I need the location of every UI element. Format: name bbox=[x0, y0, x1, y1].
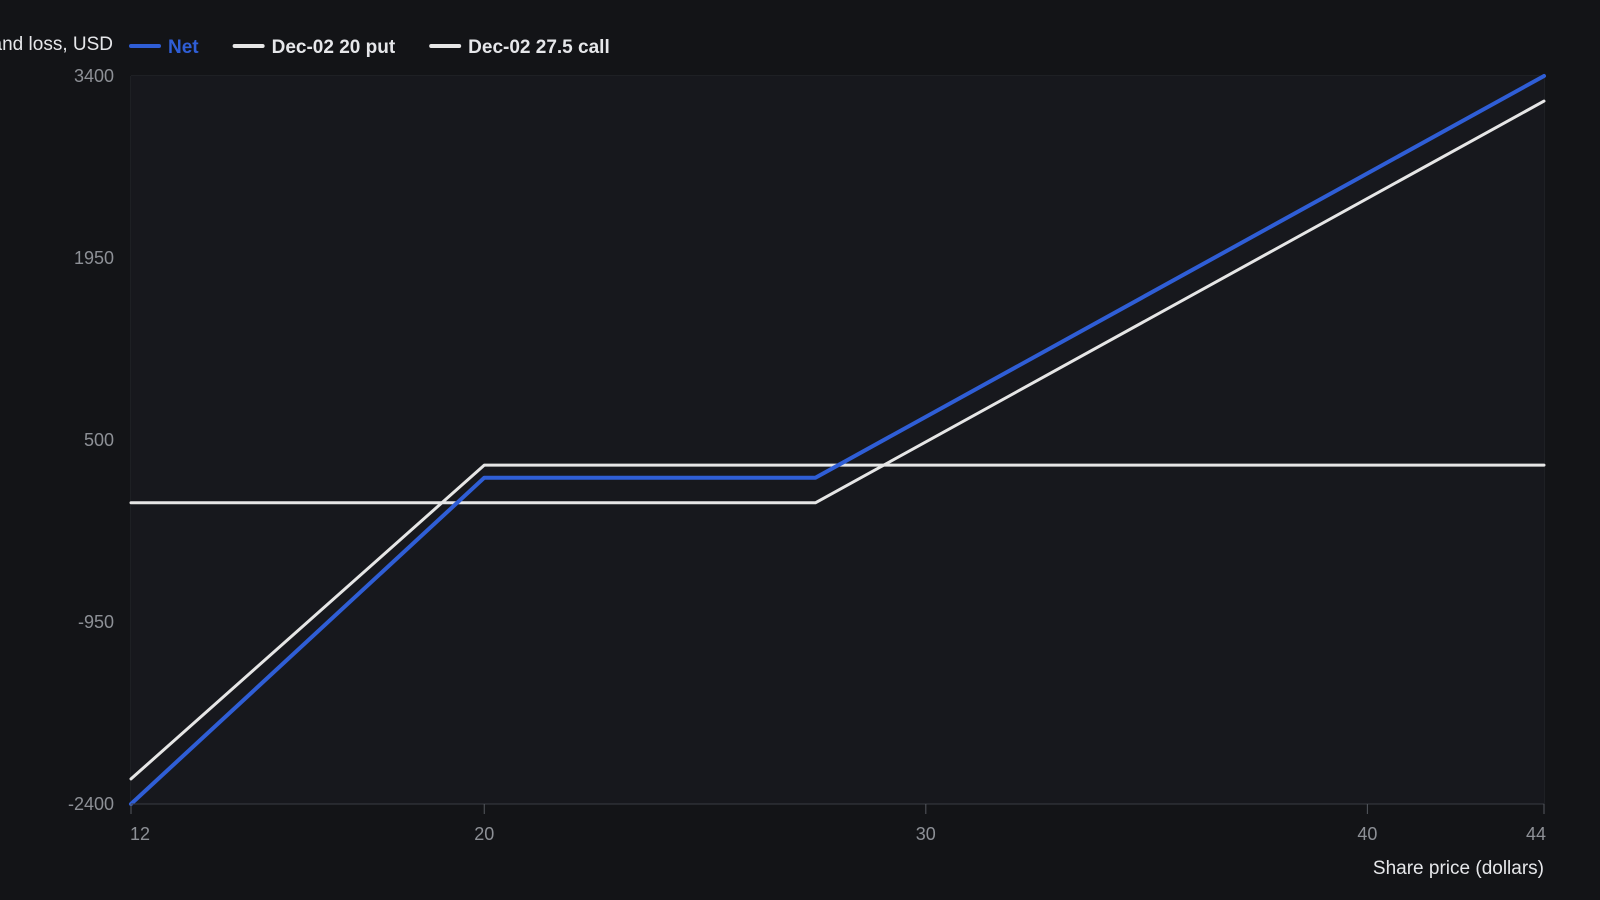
legend-item: Dec-02 20 put bbox=[232, 37, 396, 58]
legend-label: Net bbox=[168, 37, 199, 58]
y-tick-label: -2400 bbox=[68, 794, 114, 814]
series-lines bbox=[129, 74, 1546, 806]
series-line-dec-02-27-5-call bbox=[129, 99, 1546, 505]
y-tick-label: 1950 bbox=[74, 248, 114, 268]
x-tick-label: 44 bbox=[1526, 824, 1546, 844]
legend-item: Net bbox=[129, 37, 199, 58]
y-axis: 3400 1950 500 -950 -2400 bbox=[68, 66, 114, 814]
y-tick-label: 500 bbox=[84, 430, 114, 450]
y-tick-label: 3400 bbox=[74, 66, 114, 86]
legend-label: Dec-02 20 put bbox=[272, 37, 396, 58]
legend-item: Dec-02 27.5 call bbox=[429, 37, 610, 58]
series-line-dec-02-20-put bbox=[129, 463, 1546, 781]
x-tick-label: 20 bbox=[474, 824, 494, 844]
x-tick-label: 12 bbox=[130, 824, 150, 844]
legend-label: Dec-02 27.5 call bbox=[468, 37, 610, 58]
x-tick-label: 30 bbox=[916, 824, 936, 844]
y-axis-title: Profit and loss, USD bbox=[0, 34, 113, 55]
plot-area bbox=[131, 76, 1544, 804]
x-tick-label: 40 bbox=[1357, 824, 1377, 844]
y-tick-label: -950 bbox=[78, 612, 114, 632]
series-line-net bbox=[129, 74, 1546, 806]
x-axis-title: Share price (dollars) bbox=[1373, 858, 1544, 879]
legend: Net Dec-02 20 put Dec-02 27.5 call bbox=[129, 37, 610, 58]
x-axis: 12 20 30 40 44 bbox=[130, 803, 1546, 844]
